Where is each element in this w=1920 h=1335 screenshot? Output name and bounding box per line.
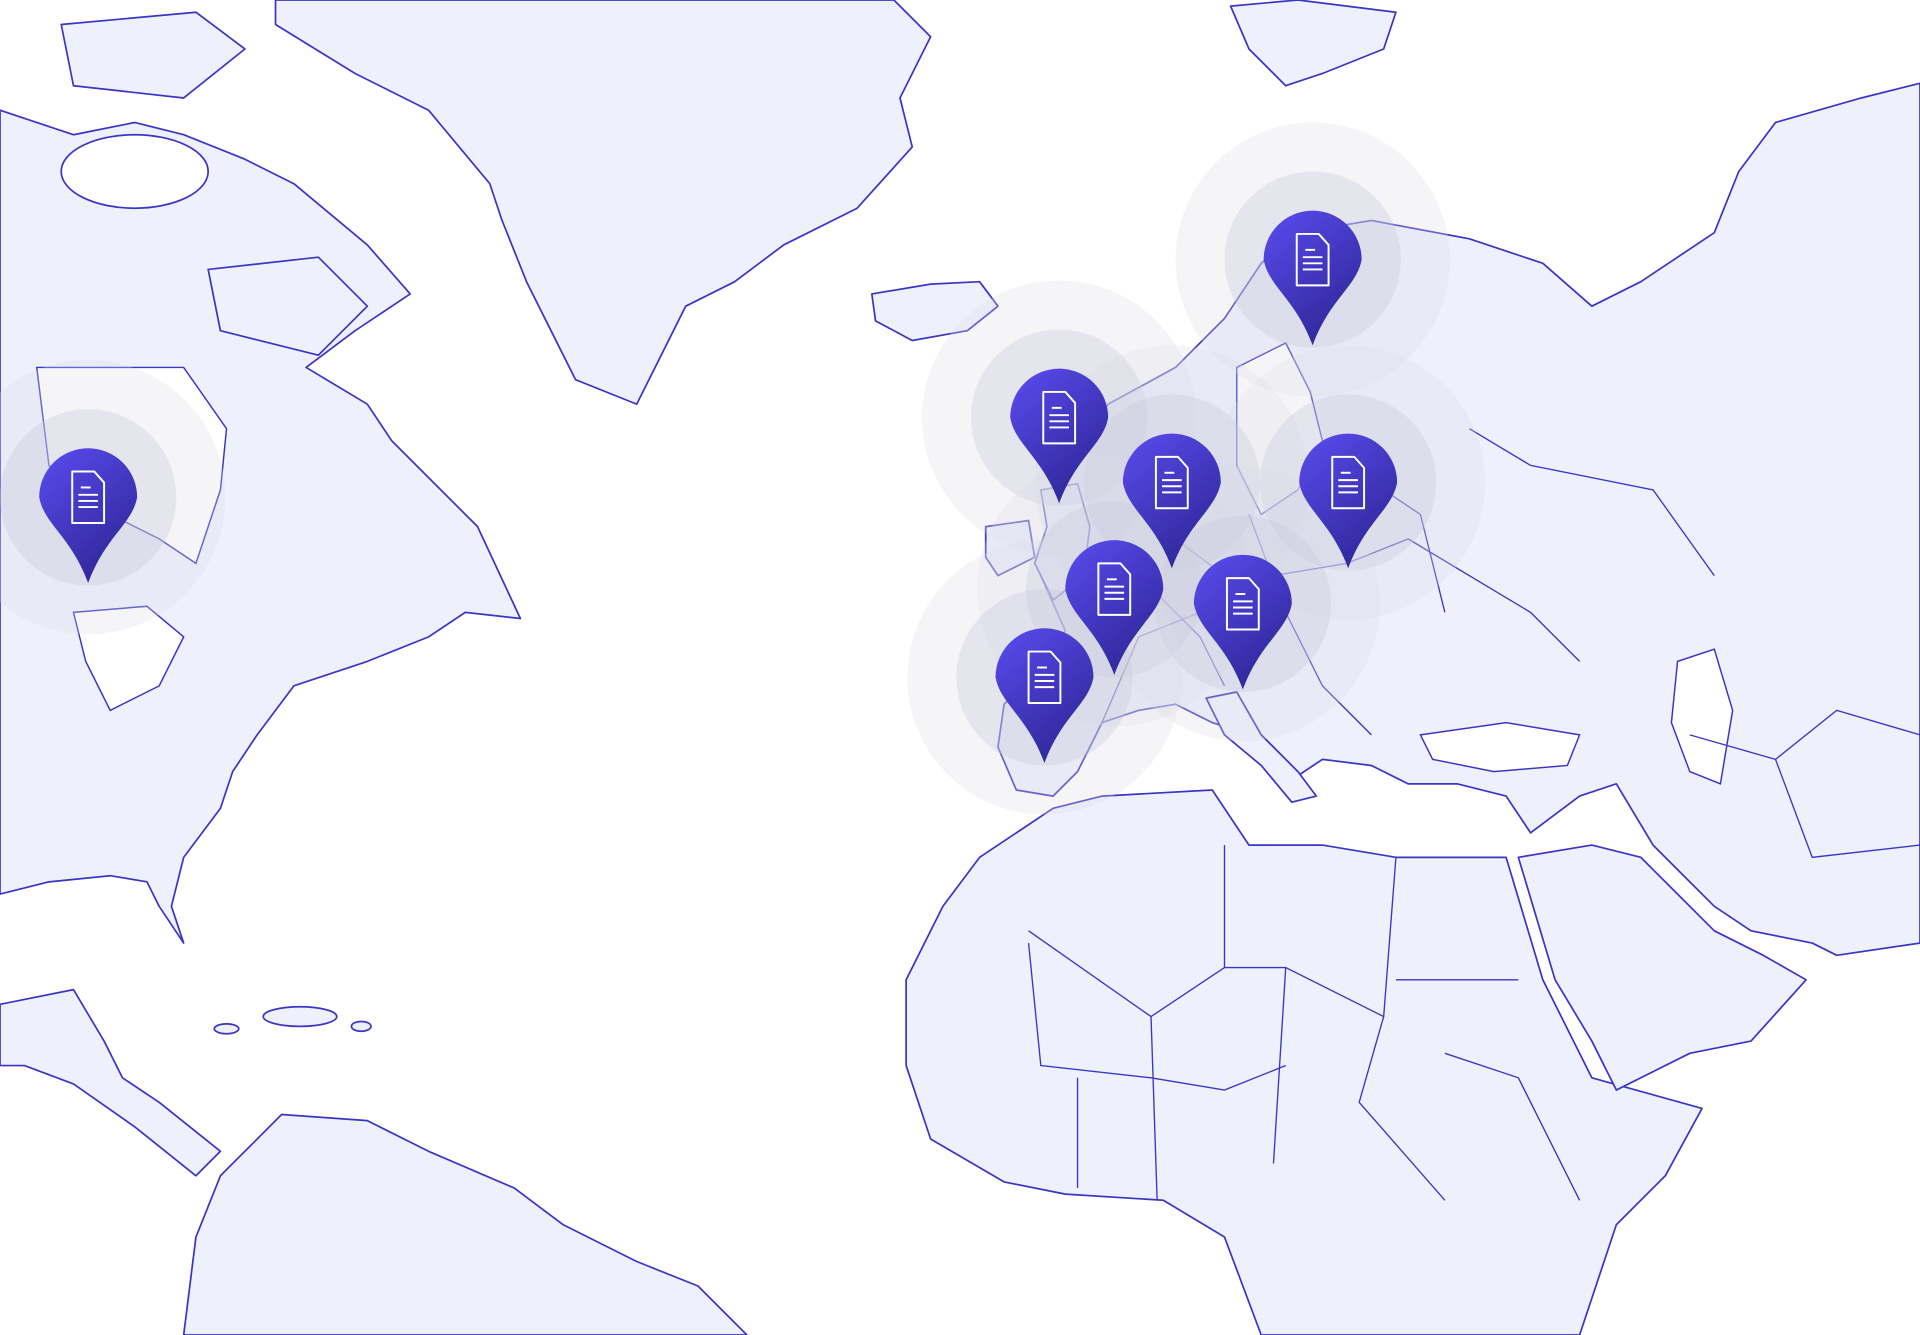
pin-marker[interactable] (1193, 554, 1292, 690)
document-icon (1331, 455, 1366, 510)
black-sea (1419, 721, 1581, 773)
pin-marker[interactable] (1299, 433, 1398, 569)
north-america (0, 109, 522, 944)
svalbard (1229, 0, 1397, 87)
document-icon (1027, 650, 1062, 704)
document-icon (1154, 455, 1189, 510)
document-icon (1295, 232, 1330, 287)
map-pin[interactable] (1010, 368, 1109, 504)
pin-marker[interactable] (1065, 540, 1164, 675)
italy (1205, 691, 1318, 804)
map-pin[interactable] (1065, 540, 1164, 675)
cuba (262, 1005, 338, 1028)
map-pin[interactable] (1193, 554, 1292, 690)
africa (905, 789, 1703, 1335)
ireland (984, 519, 1036, 577)
pin-marker[interactable] (1010, 368, 1109, 504)
document-icon (71, 470, 106, 524)
arctic-island (60, 11, 246, 99)
caribbean-island (350, 1020, 372, 1033)
map-pin[interactable] (39, 448, 138, 583)
arabia (1517, 844, 1807, 1091)
pin-marker[interactable] (1122, 433, 1221, 569)
document-icon (1225, 577, 1260, 631)
south-america (182, 1113, 748, 1335)
map-pin[interactable] (1299, 433, 1398, 569)
arctic-island (207, 256, 369, 357)
pin-layer[interactable] (39, 210, 1398, 764)
great-lakes (72, 605, 185, 712)
caspian-sea (1670, 648, 1734, 785)
pin-marker[interactable] (995, 628, 1094, 764)
central-america (0, 988, 222, 1177)
country-borders (1027, 428, 1920, 1201)
greenland (274, 0, 932, 406)
pin-marker[interactable] (1263, 210, 1362, 346)
map-pin[interactable] (1263, 210, 1362, 346)
arctic-island (60, 133, 210, 210)
map-pin[interactable] (995, 628, 1094, 764)
iceland (870, 280, 999, 342)
map-pin[interactable] (1122, 433, 1221, 569)
pin-marker[interactable] (39, 448, 138, 583)
caribbean-island (213, 1023, 240, 1035)
document-icon (1097, 562, 1132, 616)
document-icon (1042, 390, 1077, 445)
